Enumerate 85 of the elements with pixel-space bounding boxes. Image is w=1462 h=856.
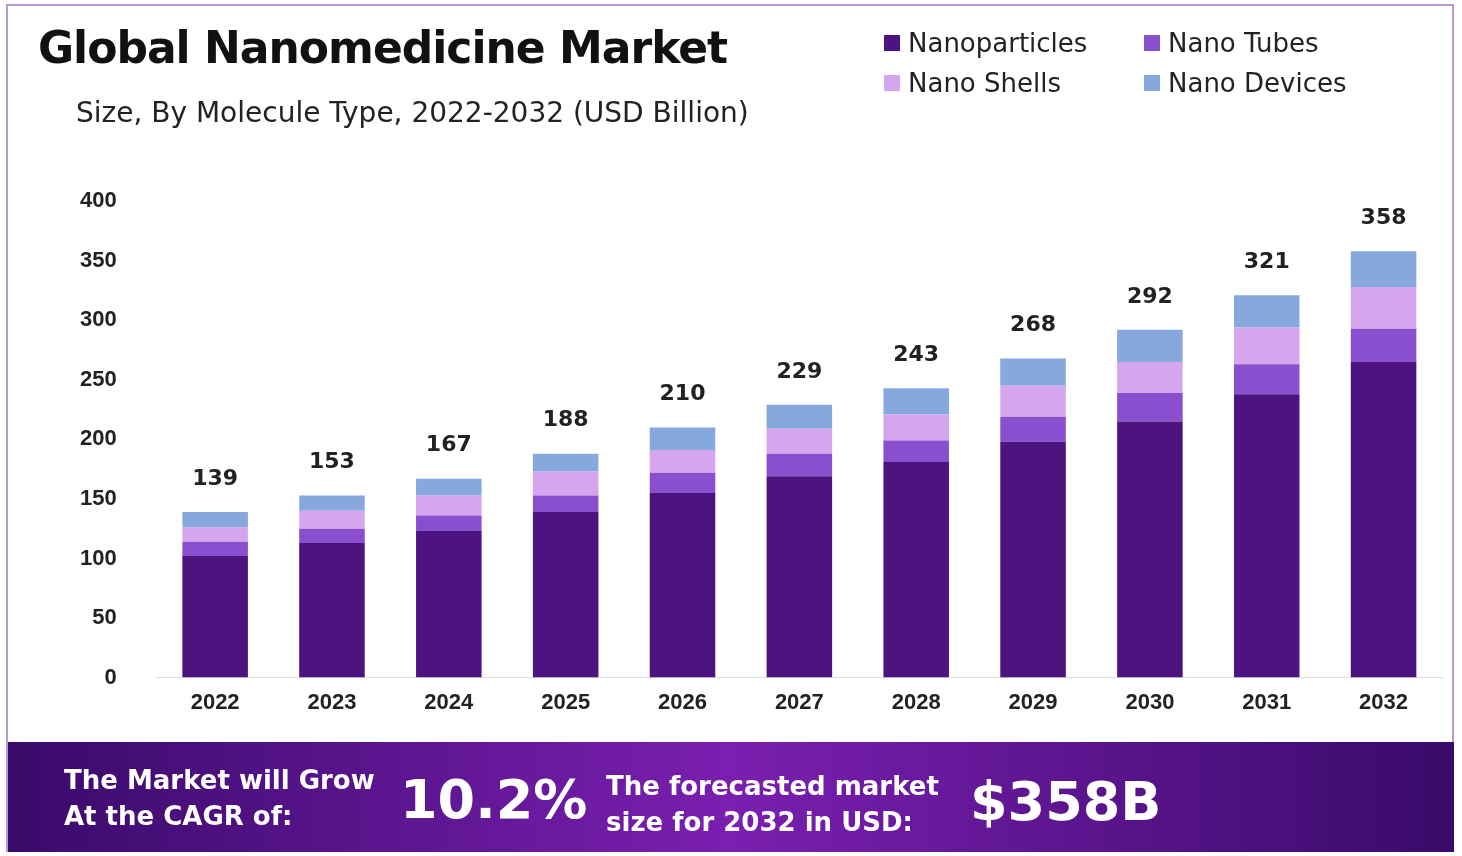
bar	[1117, 392, 1183, 422]
bar	[766, 476, 833, 678]
x-tick-label: 2031	[1242, 688, 1292, 714]
bar	[182, 512, 248, 528]
total-label: 292	[1126, 282, 1173, 308]
x-tick-label: 2025	[541, 688, 591, 714]
total-label: 153	[309, 448, 355, 474]
bar	[1350, 361, 1417, 678]
bar	[649, 493, 716, 678]
chart-title: Global Nanomedicine Market	[38, 22, 728, 73]
y-tick-label: 0	[104, 663, 117, 689]
text: The forecasted market size for 2032 in USD:	[606, 770, 940, 839]
bar	[416, 478, 482, 496]
x-tick-label: 2027	[774, 688, 824, 714]
bar	[649, 450, 716, 473]
bar	[766, 428, 833, 454]
bar	[1000, 441, 1066, 678]
bar	[1350, 286, 1417, 329]
bar	[1117, 329, 1183, 362]
legend-label: Nanoparticles	[908, 28, 1088, 58]
bar	[1117, 421, 1183, 678]
bar	[532, 495, 599, 513]
legend-label: Nano Devices	[1168, 68, 1347, 98]
bar	[883, 388, 949, 415]
x-tick-label: 2024	[424, 688, 475, 714]
bar	[299, 543, 365, 678]
bar	[416, 495, 482, 516]
bar	[1000, 385, 1066, 417]
x-tick-label: 2028	[891, 688, 941, 714]
bar	[1233, 364, 1300, 395]
y-tick-label: 350	[79, 246, 117, 272]
y-tick-label: 150	[79, 485, 117, 511]
bar	[1350, 251, 1417, 287]
bar	[532, 453, 599, 472]
bar	[1350, 328, 1417, 362]
total-label: 167	[425, 431, 472, 457]
bar	[766, 453, 833, 477]
bar	[1000, 416, 1066, 442]
total-label: 210	[659, 380, 706, 406]
y-tick-label: 300	[79, 306, 117, 332]
total-label: 229	[776, 357, 823, 383]
y-tick-label: 100	[79, 544, 117, 570]
bar	[1233, 295, 1300, 328]
text: 10.2%	[400, 768, 588, 831]
x-tick-label: 2030	[1125, 688, 1175, 714]
total-label: 358	[1360, 203, 1407, 229]
chart-subtitle: Size, By Molecule Type, 2022-2032 (USD Billion)	[76, 96, 749, 129]
y-tick-label: 400	[79, 187, 117, 213]
bar	[1000, 358, 1066, 386]
x-tick-label: 2029	[1008, 688, 1058, 714]
bar	[883, 462, 949, 678]
y-tick-label: 50	[92, 604, 117, 630]
bar	[182, 541, 248, 557]
text: $358B	[970, 770, 1162, 833]
bar	[532, 512, 599, 678]
y-tick-label: 250	[79, 365, 117, 391]
x-tick-label: 2023	[307, 688, 357, 714]
bar	[649, 427, 716, 451]
x-tick-label: 2026	[658, 688, 707, 714]
bar	[883, 414, 949, 441]
x-tick-label: 2032	[1359, 688, 1409, 714]
total-label: 243	[893, 340, 940, 366]
y-tick-label: 200	[79, 425, 117, 451]
bar	[416, 531, 482, 678]
bar	[883, 440, 949, 463]
bar	[766, 404, 833, 429]
bar	[649, 472, 716, 493]
bar	[299, 510, 365, 529]
bar	[182, 527, 248, 542]
legend-label: Nano Shells	[908, 68, 1062, 98]
total-label: 268	[1010, 311, 1057, 337]
total-label: 188	[542, 406, 589, 432]
bar	[532, 471, 599, 496]
total-label: 139	[192, 464, 239, 490]
bar	[299, 528, 365, 544]
legend-label: Nano Tubes	[1168, 28, 1319, 58]
bar	[1233, 394, 1300, 678]
bar	[1233, 327, 1300, 365]
text: The Market will Grow At the CAGR of:	[64, 764, 376, 833]
bar	[182, 556, 248, 678]
x-tick-label: 2022	[190, 688, 240, 714]
bar	[299, 495, 365, 511]
bar	[416, 515, 482, 532]
bar	[1117, 361, 1183, 393]
total-label: 321	[1243, 248, 1290, 274]
